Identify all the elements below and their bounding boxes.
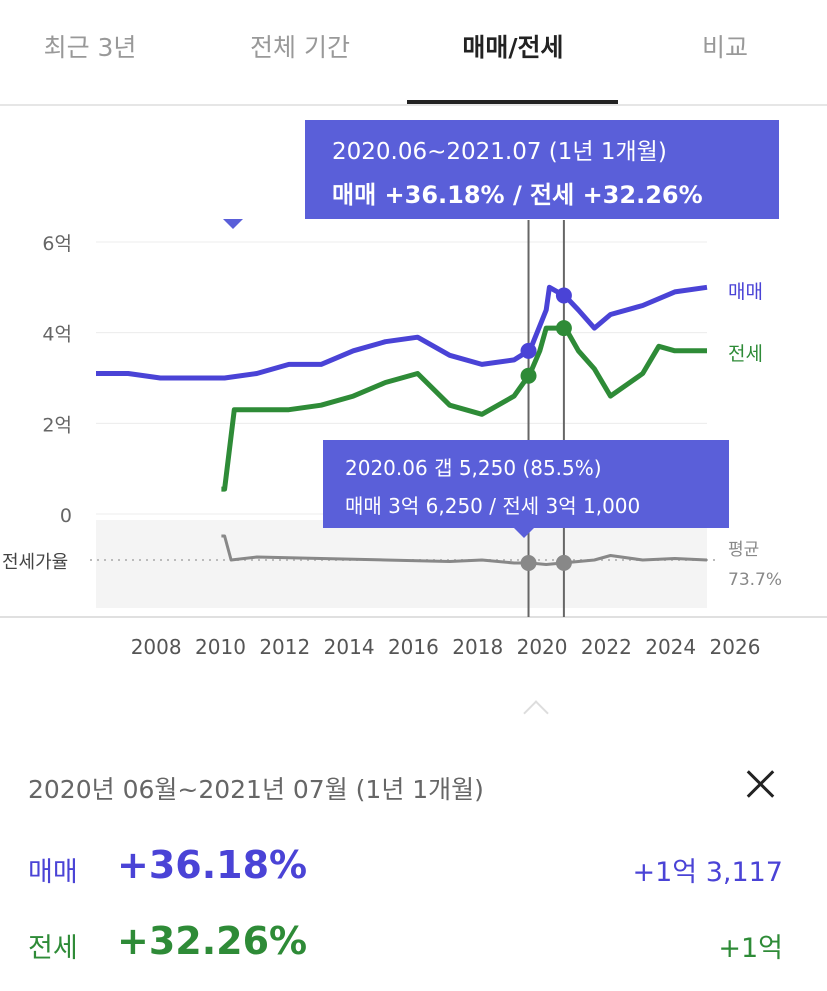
summary-jeonse-label: 전세 bbox=[28, 933, 78, 964]
tab-sale-jeonse[interactable]: 매매/전세 bbox=[462, 33, 564, 62]
selection-point bbox=[520, 555, 537, 571]
summary-sale-pct: +36.18% bbox=[117, 843, 308, 887]
selection-point bbox=[555, 554, 572, 571]
price-chart[interactable]: 6억 4억 2억 0 2008 2010 2012 2014 2016 2018 2020 2022 2… bbox=[0, 104, 827, 664]
selection-point bbox=[520, 342, 537, 359]
sale-price-line bbox=[96, 284, 708, 381]
tooltip-arrow bbox=[223, 219, 243, 229]
selection-point bbox=[520, 367, 537, 384]
x-tick-label: 2010 bbox=[195, 635, 246, 659]
gap-tooltip: 2020.06 갭 5,250 (85.5%) 매매 3억 6,250 / 전세… bbox=[323, 440, 729, 538]
x-tick-label: 2016 bbox=[388, 635, 439, 659]
active-tab-indicator bbox=[407, 100, 618, 104]
y-tick-label: 2억 bbox=[42, 414, 72, 436]
x-tick-label: 2012 bbox=[259, 635, 310, 659]
selection-point bbox=[555, 320, 572, 337]
summary-sale-amount: +1억 3,117 bbox=[632, 857, 783, 888]
legend-jeonse: 전세 bbox=[728, 343, 763, 365]
chevron-up-icon[interactable] bbox=[523, 700, 549, 726]
x-tick-label: 2008 bbox=[131, 635, 182, 659]
y-tick-label: 0 bbox=[60, 505, 72, 527]
summary-period: 2020년 06월~2021년 07월 (1년 1개월) bbox=[28, 775, 484, 804]
tooltip-arrow bbox=[514, 528, 534, 538]
x-tick-label: 2026 bbox=[710, 635, 761, 659]
x-tick-label: 2020 bbox=[517, 635, 568, 659]
ratio-band bbox=[96, 520, 707, 608]
close-icon[interactable] bbox=[740, 764, 780, 804]
summary-jeonse-pct: +32.26% bbox=[117, 919, 308, 963]
tooltip-change: 매매 +36.18% / 전세 +32.26% bbox=[332, 181, 703, 209]
jeonse-price-line bbox=[221, 325, 707, 492]
summary-jeonse-amount: +1억 bbox=[718, 933, 783, 964]
x-tick-label: 2024 bbox=[645, 635, 696, 659]
ratio-average-label: 평균 bbox=[728, 540, 759, 560]
period-tooltip: 2020.06~2021.07 (1년 1개월) 매매 +36.18% / 전세… bbox=[223, 120, 779, 229]
summary-sale-label: 매매 bbox=[28, 857, 78, 888]
selection-point bbox=[555, 287, 572, 304]
tab-compare[interactable]: 비교 bbox=[701, 33, 748, 62]
legend-sale: 매매 bbox=[728, 281, 763, 303]
tab-recent-3y[interactable]: 최근 3년 bbox=[43, 33, 137, 62]
x-tick-label: 2014 bbox=[324, 635, 375, 659]
gap-title: 2020.06 갭 5,250 (85.5%) bbox=[345, 456, 602, 480]
ratio-average-value: 73.7% bbox=[728, 570, 782, 590]
gap-detail: 매매 3억 6,250 / 전세 3억 1,000 bbox=[345, 494, 641, 518]
tooltip-period: 2020.06~2021.07 (1년 1개월) bbox=[332, 139, 667, 165]
ratio-axis-label: 전세가율 bbox=[2, 552, 68, 573]
y-tick-label: 4억 bbox=[42, 324, 72, 346]
tab-all-period[interactable]: 전체 기간 bbox=[250, 33, 350, 62]
y-tick-label: 6억 bbox=[42, 233, 72, 255]
tab-bar: 최근 3년 전체 기간 매매/전세 비교 bbox=[0, 0, 827, 106]
x-tick-label: 2022 bbox=[581, 635, 632, 659]
x-tick-label: 2018 bbox=[452, 635, 503, 659]
